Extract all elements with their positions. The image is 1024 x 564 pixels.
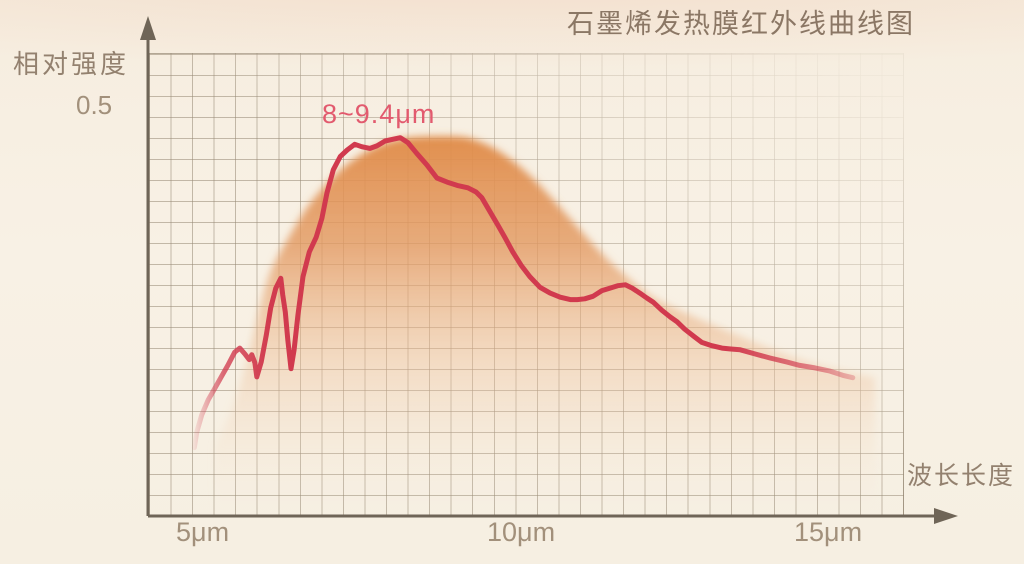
x-axis-tick-5um: 5μm: [176, 517, 230, 547]
intensity-curve: [191, 135, 856, 451]
axes: [140, 16, 958, 524]
y-axis-arrow-icon: [140, 16, 156, 40]
x-axis-tick-15um: 15μm: [794, 517, 863, 547]
x-axis-label: 波长长度: [907, 462, 1016, 490]
peak-range-annotation: 8~9.4μm: [322, 99, 436, 129]
x-axis-arrow-icon: [934, 508, 958, 524]
y-axis-label: 相对强度: [13, 49, 130, 79]
chart-title: 石墨烯发热膜红外线曲线图: [567, 9, 915, 39]
x-axis-tick-10um: 10μm: [487, 517, 556, 547]
envelope-area: [215, 136, 875, 515]
y-axis-tick-0.5: 0.5: [76, 90, 113, 120]
